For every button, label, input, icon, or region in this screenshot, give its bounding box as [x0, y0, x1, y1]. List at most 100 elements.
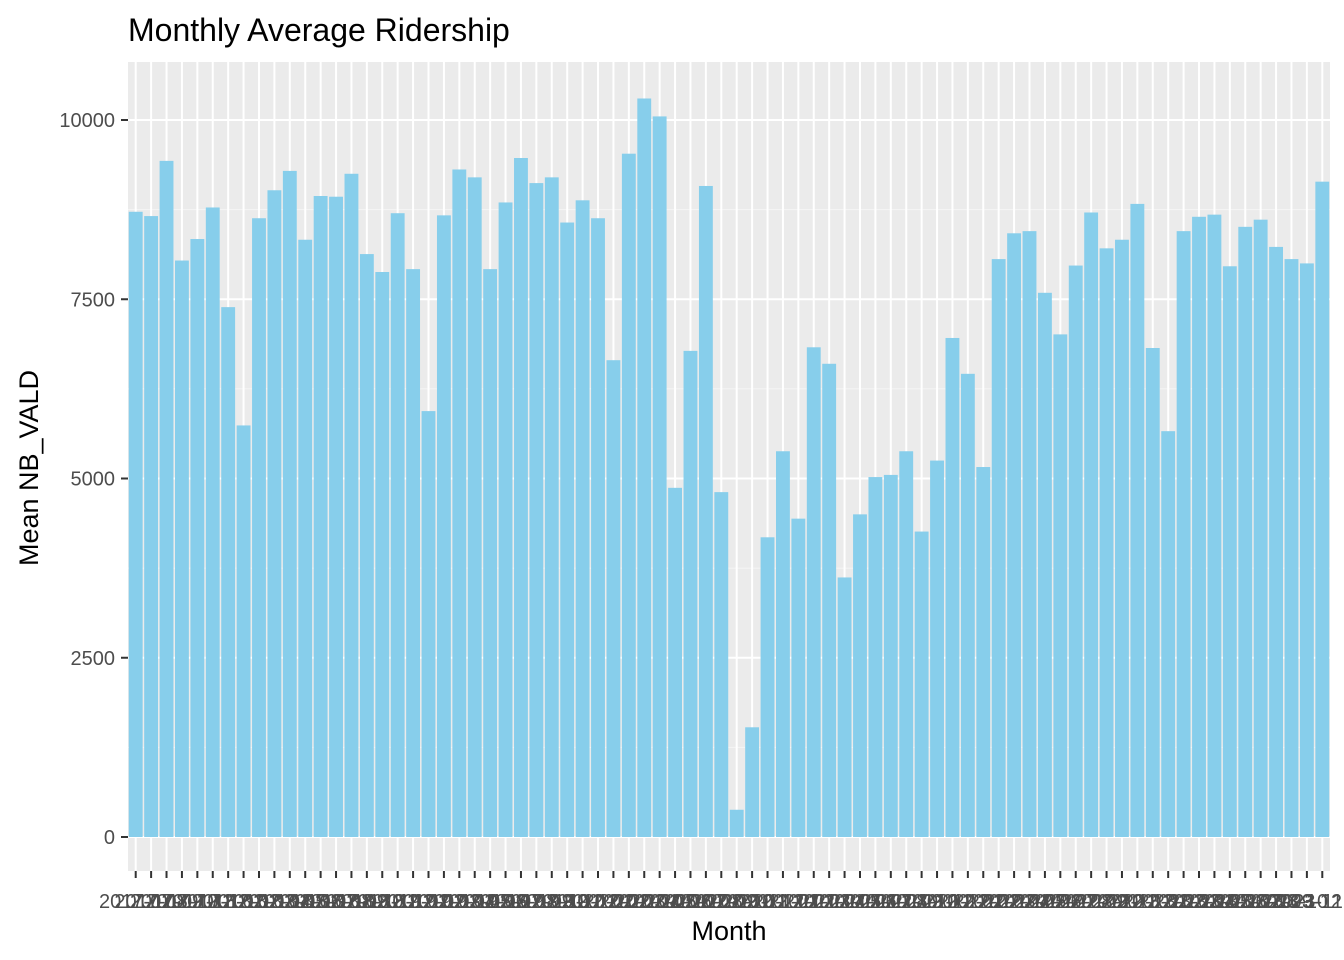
bar-2019-05 [467, 177, 482, 838]
y-axis-title: Mean NB_VALD [14, 370, 44, 566]
bar-2018-07 [313, 196, 328, 837]
bar-2017-12 [205, 207, 220, 837]
bar-2022-04 [1007, 233, 1022, 837]
bar-2018-05 [282, 170, 297, 838]
x-tick-label: 2023-12 [1269, 891, 1342, 913]
bar-2017-10 [175, 260, 189, 838]
x-tick-label: 2022-07 [1024, 891, 1097, 913]
x-tick-label: 2022-02 [947, 891, 1020, 913]
bar-2020-07 [683, 350, 698, 837]
x-tick-label: 2017-10 [145, 891, 218, 913]
x-tick-label: 2023-05 [1178, 891, 1251, 913]
bar-2023-12 [1315, 181, 1330, 838]
y-tick-label: 10000 [59, 110, 115, 132]
bar-2021-05 [837, 577, 852, 837]
bar-2020-06 [668, 487, 682, 837]
bar-2018-09 [344, 173, 359, 837]
x-tick-label: 2020-02 [577, 891, 650, 913]
x-tick-label: 2019-03 [407, 891, 480, 913]
bar-2022-10 [1099, 248, 1114, 837]
bar-2022-09 [1084, 212, 1099, 838]
bar-2021-01 [776, 451, 790, 837]
x-tick-label: 2022-09 [1054, 891, 1127, 913]
x-tick-label: 2021-08 [854, 891, 927, 913]
x-tick-label: 2018-04 [238, 891, 311, 913]
x-tick-label: 2019-11 [531, 891, 603, 913]
x-tick-label: 2021-06 [823, 891, 896, 913]
x-tick-label: 2018-10 [330, 891, 403, 913]
x-tick-label: 2018-07 [284, 891, 357, 913]
x-tick-label: 2021-02 [762, 891, 835, 913]
bar-2019-10 [544, 177, 559, 838]
bar-2019-04 [452, 169, 467, 837]
x-tick-label: 2020-04 [608, 891, 681, 913]
bar-2019-01 [406, 269, 421, 837]
bar-2021-06 [853, 514, 867, 837]
x-tick-label: 2023-07 [1209, 891, 1282, 913]
x-tick-label: 2018-11 [346, 891, 418, 913]
x-tick-label: 2023-11 [1271, 891, 1343, 913]
bar-2021-04 [822, 363, 837, 837]
bar-2020-12 [760, 537, 775, 837]
x-tick-label: 2022-10 [1070, 891, 1143, 913]
bar-2021-07 [868, 477, 883, 837]
x-tick-label: 2022-12 [1101, 891, 1174, 913]
x-tick-label: 2017-11 [161, 891, 233, 913]
bar-2021-10 [914, 531, 929, 837]
x-tick-label: 2019-10 [515, 891, 588, 913]
x-tick-label: 2022-03 [962, 891, 1035, 913]
x-tick-label: 2021-11 [901, 891, 973, 913]
y-tick-label: 5000 [71, 469, 116, 491]
x-tick-label: 2022-08 [1039, 891, 1112, 913]
bar-2020-11 [745, 727, 760, 837]
x-tick-label: 2022-04 [977, 891, 1050, 913]
x-tick-label: 2023-02 [1131, 891, 1204, 913]
bar-2020-01 [591, 218, 605, 837]
bar-2017-09 [159, 160, 174, 837]
bar-2018-10 [359, 254, 374, 838]
bar-2021-09 [899, 451, 914, 837]
x-tick-label: 2018-05 [253, 891, 326, 913]
bar-2022-12 [1130, 203, 1145, 837]
x-tick-label: 2020-01 [561, 891, 634, 913]
x-tick-label: 2021-01 [746, 891, 819, 913]
x-tick-label: 2018-12 [361, 891, 434, 913]
bar-2019-06 [483, 269, 498, 837]
bar-2020-08 [698, 185, 713, 838]
panel-background [128, 62, 1330, 871]
x-tick-label: 2023-08 [1224, 891, 1297, 913]
bar-2019-07 [498, 202, 513, 837]
x-tick-label: 2020-08 [669, 891, 742, 913]
x-tick-label: 2017-09 [130, 891, 203, 913]
bar-2018-03 [252, 218, 266, 837]
bar-2020-02 [606, 360, 621, 837]
x-tick-label: 2018-09 [315, 891, 388, 913]
x-tick-label: 2021-05 [808, 891, 881, 913]
x-tick-label: 2020-05 [623, 891, 696, 913]
x-tick-label: 2020-11 [716, 891, 788, 913]
bar-2018-04 [267, 190, 282, 838]
x-tick-label: 2019-02 [392, 891, 465, 913]
x-tick-label: 2021-12 [916, 891, 989, 913]
bar-2017-11 [190, 239, 205, 838]
bar-2023-08 [1253, 219, 1268, 838]
bar-2020-10 [729, 809, 744, 837]
bar-2018-08 [329, 196, 343, 837]
bar-2023-05 [1207, 214, 1222, 838]
x-tick-label: 2023-06 [1193, 891, 1266, 913]
x-tick-label: 2020-06 [638, 891, 711, 913]
bar-2018-06 [298, 239, 313, 837]
x-tick-label: 2023-10 [1255, 891, 1328, 913]
bar-2019-09 [529, 183, 544, 837]
x-tick-label: 2018-02 [207, 891, 280, 913]
bar-2021-02 [791, 518, 806, 837]
x-tick-label: 2017-12 [176, 891, 249, 913]
x-tick-label: 2019-06 [453, 891, 526, 913]
x-axis: 2017-072017-082017-092017-102017-112017-… [99, 871, 1343, 913]
bar-2019-03 [436, 215, 451, 838]
x-tick-label: 2018-08 [299, 891, 372, 913]
chart-title: Monthly Average Ridership [128, 12, 510, 48]
x-tick-label: 2020-12 [731, 891, 804, 913]
bar-2017-08 [144, 216, 159, 837]
x-tick-label: 2020-07 [654, 891, 727, 913]
